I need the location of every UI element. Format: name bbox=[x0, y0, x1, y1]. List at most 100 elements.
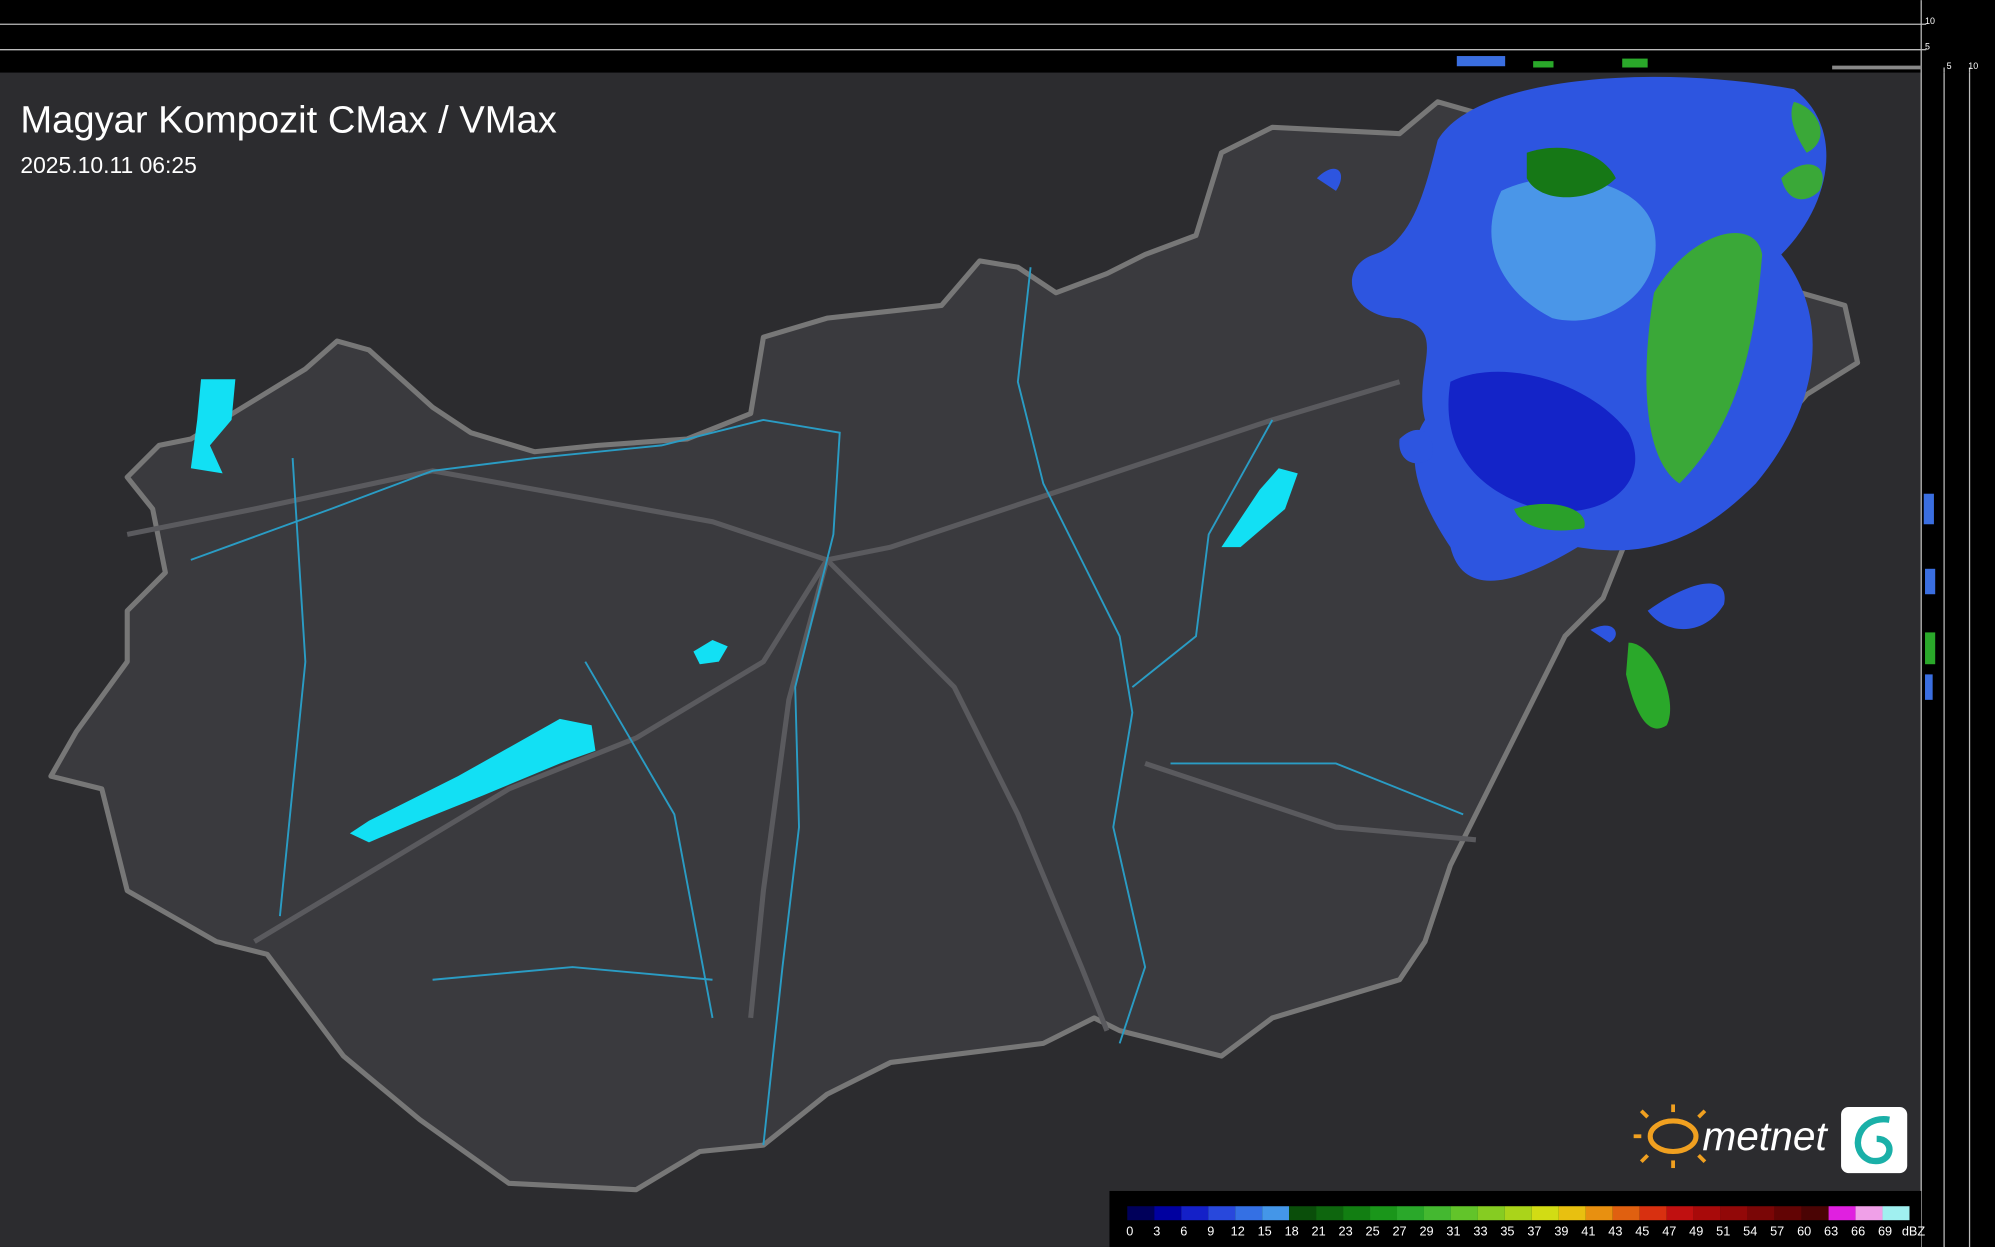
legend: 0 3 6 9 12 15 18 21 23 25 27 29 31 33 35 37 39 41 43 45 47 49… bbox=[1126, 1206, 1925, 1238]
legend-swatch bbox=[1612, 1206, 1640, 1221]
radar-echoes-part bbox=[1448, 371, 1636, 512]
roads-part bbox=[126, 379, 1401, 563]
radar-echoes-part bbox=[1781, 164, 1823, 200]
rivers-part bbox=[278, 458, 307, 917]
legend-label: 9 bbox=[1207, 1223, 1214, 1238]
roads bbox=[126, 379, 1477, 1032]
radar-echoes-part bbox=[1626, 642, 1671, 729]
roads-part bbox=[1144, 761, 1477, 843]
legend-label: 63 bbox=[1824, 1223, 1838, 1238]
rivers-part bbox=[432, 966, 713, 981]
radar-echoes-part bbox=[1514, 503, 1585, 531]
logo-part-part bbox=[1639, 1153, 1650, 1164]
rivers-part bbox=[1170, 762, 1464, 816]
legend-label: 51 bbox=[1716, 1223, 1730, 1238]
strip-echoes-part bbox=[1533, 61, 1554, 68]
legend-label: 69 bbox=[1878, 1223, 1892, 1238]
legend-swatch bbox=[1477, 1206, 1505, 1221]
side-scale: 10 5 5 10 bbox=[1921, 16, 1978, 73]
logo-part-part bbox=[1639, 1109, 1650, 1119]
strip-echoes-part bbox=[1925, 674, 1933, 700]
map-title: Magyar Kompozit CMax / VMax bbox=[20, 98, 556, 141]
logo bbox=[1633, 1104, 1908, 1174]
radar-echoes bbox=[1316, 76, 1827, 729]
legend-swatch bbox=[1154, 1206, 1182, 1221]
rivers-part bbox=[1016, 267, 1147, 1044]
scale-label: 10 bbox=[1968, 61, 1978, 71]
legend-label: 43 bbox=[1608, 1223, 1622, 1238]
legend-swatch bbox=[1208, 1206, 1236, 1221]
lakes-part bbox=[1221, 468, 1298, 548]
legend-swatch bbox=[1720, 1206, 1748, 1221]
legend-swatch bbox=[1181, 1206, 1209, 1221]
legend-swatch bbox=[1639, 1206, 1667, 1221]
legend-swatch bbox=[1316, 1206, 1344, 1221]
legend-label: 6 bbox=[1180, 1223, 1187, 1238]
logo-part bbox=[1633, 1104, 1707, 1169]
legend-label: 35 bbox=[1500, 1223, 1514, 1238]
strip-echoes-part bbox=[1925, 632, 1936, 665]
legend-swatch bbox=[1262, 1206, 1290, 1221]
scale-label: 5 bbox=[1925, 42, 1930, 52]
legend-label: 57 bbox=[1770, 1223, 1784, 1238]
logo-text: metnet bbox=[1702, 1113, 1828, 1159]
roads-part bbox=[825, 558, 1110, 1032]
legend-swatch bbox=[1801, 1206, 1829, 1221]
scale-label: 5 bbox=[1947, 61, 1952, 71]
radar-echoes-part bbox=[1399, 429, 1433, 464]
legend-swatch bbox=[1450, 1206, 1478, 1221]
legend-swatch bbox=[1747, 1206, 1775, 1221]
lakes-part bbox=[349, 718, 596, 843]
legend-label: 39 bbox=[1554, 1223, 1568, 1238]
legend-label: 33 bbox=[1473, 1223, 1487, 1238]
legend-swatch bbox=[1289, 1206, 1317, 1221]
lakes-part bbox=[693, 640, 728, 665]
legend-label: 15 bbox=[1258, 1223, 1272, 1238]
legend-label: 49 bbox=[1689, 1223, 1703, 1238]
timestamp: 2025.10.11 06:25 bbox=[20, 152, 197, 178]
legend-label: 41 bbox=[1581, 1223, 1595, 1238]
radar-echoes-part bbox=[1491, 178, 1656, 321]
radar-echoes-part bbox=[1316, 168, 1342, 191]
radar-echoes-part bbox=[1791, 101, 1821, 153]
legend-swatch bbox=[1774, 1206, 1802, 1221]
logo-part-part bbox=[1697, 1109, 1707, 1119]
strip-echoes-part bbox=[1456, 56, 1506, 67]
radar-echoes-part bbox=[1590, 583, 1725, 643]
lakes-part bbox=[190, 379, 236, 474]
legend-swatch bbox=[1235, 1206, 1263, 1221]
radar-echoes-part bbox=[1526, 147, 1616, 198]
legend-label: 31 bbox=[1446, 1223, 1460, 1238]
roads-part bbox=[748, 559, 830, 1019]
legend-label: 0 bbox=[1126, 1223, 1133, 1238]
legend-label: 29 bbox=[1419, 1223, 1433, 1238]
strip-echoes bbox=[1456, 56, 1936, 700]
legend-swatch bbox=[1666, 1206, 1694, 1221]
strip-echoes-part bbox=[1925, 568, 1936, 595]
legend-swatch bbox=[1585, 1206, 1613, 1221]
roads-part bbox=[253, 558, 830, 944]
strip-echoes-part bbox=[1923, 493, 1934, 525]
legend-swatch bbox=[1397, 1206, 1424, 1221]
legend-label: 60 bbox=[1797, 1223, 1811, 1238]
legend-label: 47 bbox=[1662, 1223, 1676, 1238]
legend-unit: dBZ bbox=[1902, 1223, 1926, 1238]
legend-label: 21 bbox=[1312, 1223, 1326, 1238]
lakes bbox=[190, 379, 1298, 843]
rivers bbox=[190, 267, 1464, 1146]
scale-label: 10 bbox=[1925, 16, 1935, 26]
legend-label: 66 bbox=[1851, 1223, 1865, 1238]
legend-swatch bbox=[1531, 1206, 1559, 1221]
legend-label: 12 bbox=[1231, 1223, 1245, 1238]
legend-swatch bbox=[1504, 1206, 1532, 1221]
legend-label: 3 bbox=[1153, 1223, 1160, 1238]
legend-swatch bbox=[1370, 1206, 1398, 1221]
rivers-part bbox=[1131, 419, 1274, 688]
legend-swatch bbox=[1693, 1206, 1721, 1221]
legend-label: 37 bbox=[1527, 1223, 1541, 1238]
legend-swatch bbox=[1343, 1206, 1371, 1221]
strip-echoes-part bbox=[1622, 58, 1648, 68]
